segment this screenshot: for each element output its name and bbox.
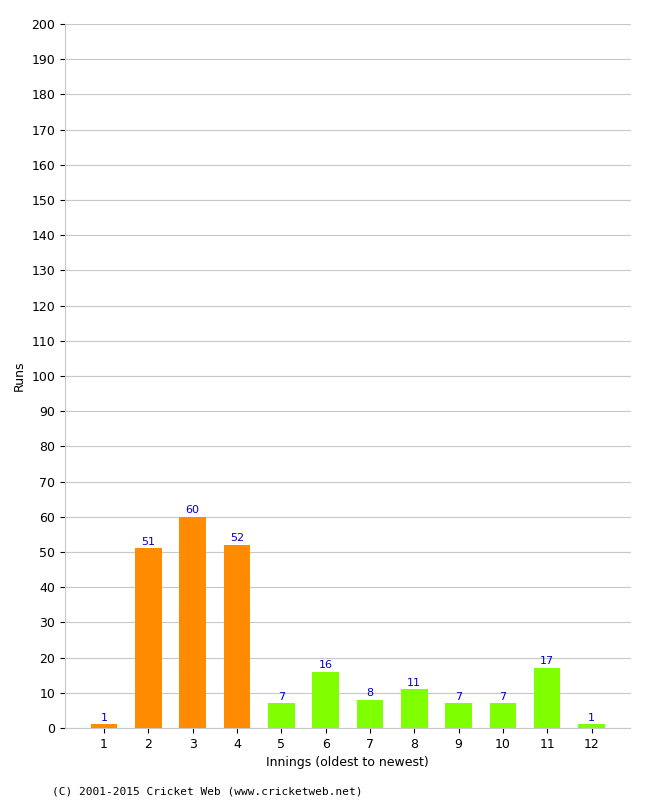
Text: 1: 1 [588,713,595,722]
Bar [445,703,472,728]
Bar [224,545,250,728]
Text: 51: 51 [141,537,155,546]
Bar [91,725,117,728]
Text: 7: 7 [455,691,462,702]
Text: 7: 7 [278,691,285,702]
Bar [578,725,604,728]
Bar [534,668,560,728]
Text: 7: 7 [499,691,506,702]
Text: 60: 60 [186,505,200,515]
Text: 16: 16 [318,660,333,670]
X-axis label: Innings (oldest to newest): Innings (oldest to newest) [266,756,429,770]
Bar [312,672,339,728]
Text: 1: 1 [101,713,107,722]
Text: 11: 11 [408,678,421,687]
Bar [268,703,294,728]
Bar [135,549,162,728]
Bar [401,690,428,728]
Text: (C) 2001-2015 Cricket Web (www.cricketweb.net): (C) 2001-2015 Cricket Web (www.cricketwe… [52,786,363,796]
Bar [357,700,384,728]
Text: 52: 52 [230,534,244,543]
Y-axis label: Runs: Runs [13,361,26,391]
Text: 17: 17 [540,656,554,666]
Text: 8: 8 [367,688,374,698]
Bar [489,703,516,728]
Bar [179,517,206,728]
